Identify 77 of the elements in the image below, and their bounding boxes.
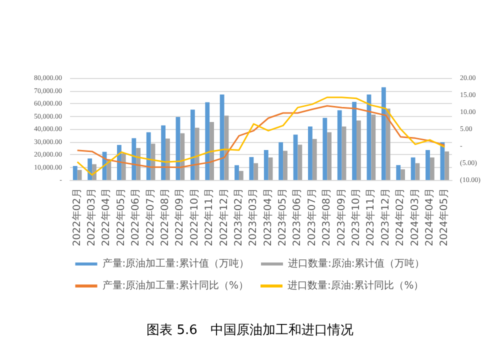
x-tick-label: 2022年10月 <box>188 188 200 246</box>
x-tick-label: 2023年12月 <box>379 188 392 246</box>
bar <box>283 150 288 180</box>
bar <box>146 132 151 180</box>
bar <box>234 165 239 180</box>
bar <box>278 142 284 180</box>
bar <box>210 122 214 180</box>
x-tick-label: 2023年03月 <box>247 188 260 246</box>
bar <box>268 157 273 180</box>
x-tick-label: 2022年12月 <box>218 188 230 246</box>
x-tick-label: 2023年02月 <box>232 188 244 246</box>
line-series <box>76 105 446 168</box>
x-tick-label: 2022年06月 <box>130 188 142 246</box>
bar <box>249 157 254 180</box>
x-tick-label: 2022年03月 <box>86 188 98 246</box>
bar <box>72 166 78 180</box>
bar <box>381 87 386 180</box>
x-tick-label: 2023年09月 <box>335 188 348 246</box>
bar <box>327 132 332 180</box>
bar <box>386 108 390 180</box>
bar <box>426 150 430 180</box>
text: 图表 5.6 中国原油加工和进口情况 <box>146 323 354 338</box>
x-tick-label: 2022年02月 <box>70 188 83 246</box>
bar <box>356 120 361 180</box>
bar <box>194 128 200 180</box>
bar <box>440 142 445 180</box>
bar <box>190 110 195 180</box>
bar <box>161 125 166 180</box>
x-tick-label: 2022年07月 <box>144 188 156 246</box>
x-tick-label: 2024年04月 <box>423 188 436 246</box>
x-tick-label: 2022年05月 <box>114 188 127 246</box>
x-tick-label: 2022年11月 <box>203 188 216 246</box>
bar <box>264 150 268 180</box>
bar <box>400 169 405 180</box>
legend-label: 进口数量:原油:累计同比（%） <box>288 280 424 292</box>
x-tick-label: 2023年10月 <box>350 188 362 246</box>
bar <box>254 163 258 180</box>
bar <box>136 148 141 180</box>
bar <box>308 126 312 180</box>
x-tick-label: 2024年02月 <box>394 188 406 246</box>
x-tick-label: 2022年04月 <box>100 188 112 246</box>
bar <box>312 138 317 180</box>
x-tick-label: 2024年03月 <box>408 188 421 246</box>
bar <box>396 165 401 180</box>
x-tick-label: 2023年05月 <box>276 188 289 246</box>
bar <box>121 153 126 180</box>
bar <box>132 138 136 180</box>
legend-label: 产量:原油加工量:累计同比（%） <box>102 280 249 292</box>
legend-label: 产量:原油加工量:累计值（万吨） <box>102 258 250 270</box>
bar <box>415 163 420 180</box>
bar <box>77 170 82 180</box>
line-series <box>76 96 446 176</box>
bar <box>166 138 170 180</box>
bar <box>371 114 376 180</box>
bar <box>238 170 244 180</box>
bar <box>444 151 450 180</box>
x-tick-label: 2022年08月 <box>159 188 171 246</box>
bar <box>410 157 416 180</box>
x-tick-label: 2022年09月 <box>174 188 186 246</box>
bar <box>293 134 298 180</box>
bar <box>322 118 328 180</box>
bar <box>337 110 342 180</box>
bar <box>205 102 210 180</box>
bar <box>88 158 92 180</box>
x-tick-label: 2023年11月 <box>364 188 377 246</box>
bar <box>430 157 434 180</box>
legend-label: 进口数量:原油:累计值（万吨） <box>288 258 425 270</box>
bar <box>352 102 356 180</box>
bar <box>298 144 302 180</box>
x-tick-label: 2024年05月 <box>438 188 450 246</box>
bar <box>342 126 346 180</box>
bar <box>220 94 224 180</box>
x-tick-label: 2023年07月 <box>306 188 318 246</box>
x-tick-label: 2023年06月 <box>291 188 304 246</box>
bar <box>180 133 185 180</box>
x-tick-label: 2023年08月 <box>320 188 333 246</box>
x-tick-label: 2023年04月 <box>262 188 274 246</box>
